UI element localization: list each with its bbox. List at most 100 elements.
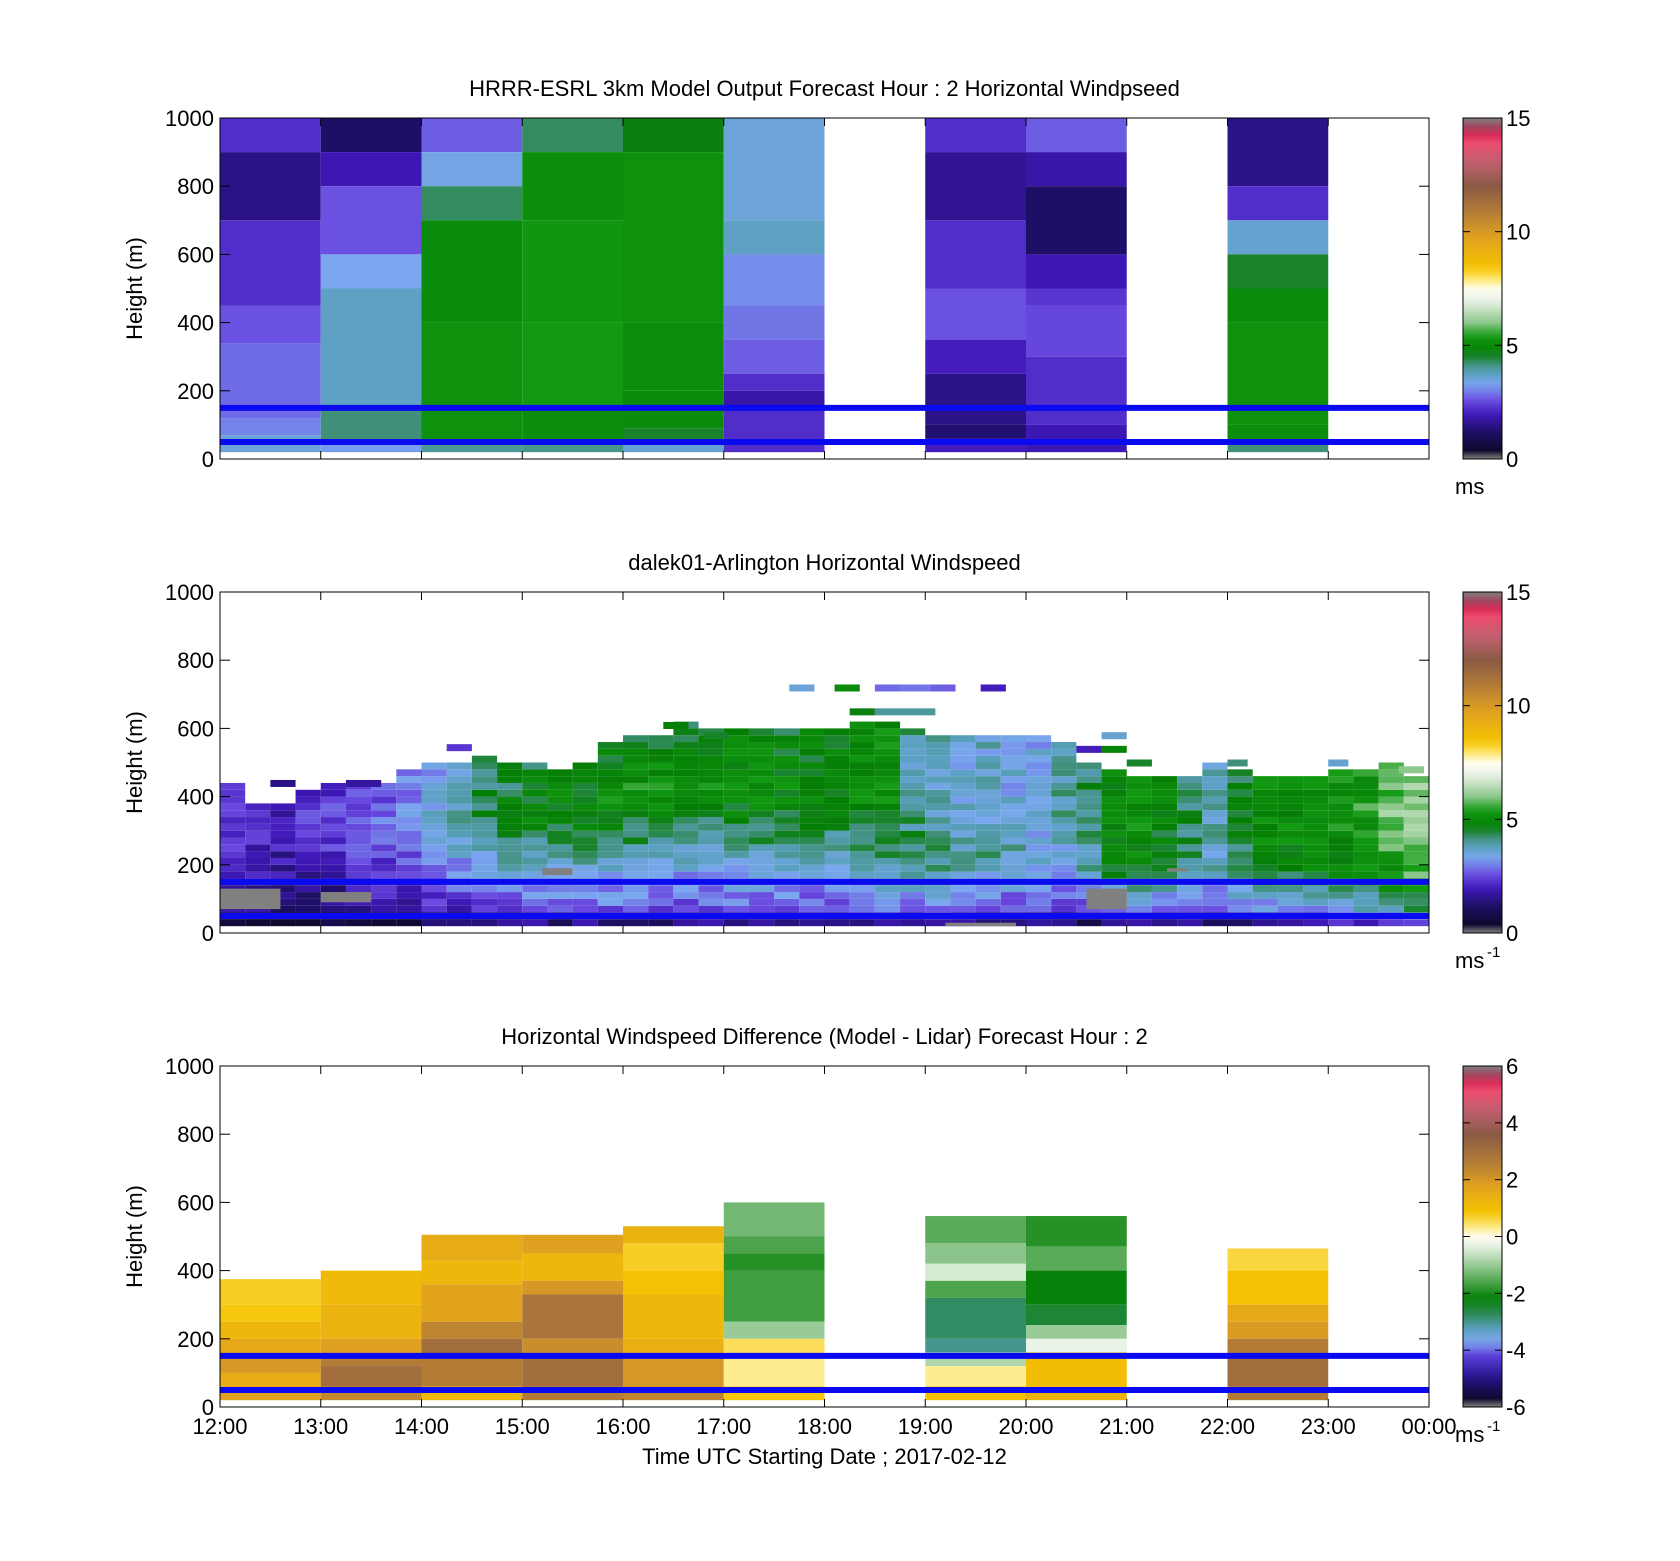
heatmap-cell bbox=[874, 789, 901, 797]
heatmap-cell bbox=[522, 857, 548, 865]
heatmap-cell bbox=[1000, 851, 1026, 858]
heatmap-cell bbox=[471, 837, 498, 845]
heatmap-cell bbox=[446, 892, 472, 899]
heatmap-cell bbox=[1403, 885, 1429, 893]
heatmap-cell bbox=[295, 837, 321, 845]
heatmap-cell bbox=[950, 782, 976, 790]
heatmap-cell bbox=[748, 837, 775, 845]
heatmap-cell bbox=[648, 905, 674, 913]
heatmap-cell bbox=[1076, 864, 1102, 872]
heatmap-cell bbox=[497, 803, 523, 811]
heatmap-cell bbox=[774, 905, 800, 913]
heatmap-cell bbox=[748, 762, 775, 770]
heatmap-cell bbox=[421, 905, 447, 913]
x-tick-label: 00:00 bbox=[1401, 1414, 1456, 1439]
heatmap-cell bbox=[396, 837, 422, 845]
heatmap-cell bbox=[1403, 823, 1429, 831]
y-axis-label: Height (m) bbox=[122, 1185, 147, 1288]
heatmap-cell bbox=[320, 871, 346, 879]
heatmap-cell bbox=[1101, 823, 1127, 831]
heatmap-cell bbox=[925, 1338, 1026, 1353]
heatmap-cell bbox=[1277, 871, 1304, 879]
heatmap-cell bbox=[975, 851, 1001, 858]
heatmap-cell bbox=[648, 885, 674, 893]
heatmap-cell bbox=[547, 817, 573, 824]
heatmap-cell bbox=[1000, 762, 1026, 770]
heatmap-cell bbox=[1026, 830, 1052, 838]
heatmap-cell bbox=[320, 441, 422, 453]
heatmap-cell bbox=[572, 871, 598, 879]
heatmap-cell bbox=[698, 898, 724, 906]
heatmap-cell bbox=[220, 844, 246, 852]
colorbar: -6 -4 -2 0 2 4 6 bbox=[1462, 1054, 1526, 1420]
heatmap-cell bbox=[748, 769, 775, 777]
heatmap-cell bbox=[748, 810, 775, 818]
heatmap-cell bbox=[1378, 885, 1404, 893]
heatmap-cell bbox=[1328, 857, 1354, 865]
heatmap-cell bbox=[497, 817, 523, 824]
heatmap-cell bbox=[1227, 905, 1253, 913]
heatmap-cell bbox=[522, 1234, 623, 1254]
heatmap-cell bbox=[950, 892, 976, 899]
heatmap-cell bbox=[824, 892, 850, 899]
heatmap-cell bbox=[1151, 796, 1178, 804]
heatmap-cell bbox=[522, 803, 548, 811]
heatmap-cell bbox=[547, 769, 573, 777]
heatmap-cell bbox=[673, 789, 699, 797]
heatmap-cell bbox=[1328, 776, 1354, 783]
heatmap-cell bbox=[547, 898, 573, 906]
heatmap-cell bbox=[1227, 844, 1253, 852]
heatmap-cell bbox=[925, 735, 951, 743]
heatmap-cell bbox=[1000, 735, 1026, 743]
heatmap-cell bbox=[950, 871, 976, 879]
heatmap-cell bbox=[572, 864, 598, 872]
heatmap-cell bbox=[1202, 851, 1228, 858]
heatmap-cell bbox=[1328, 803, 1354, 811]
heatmap-cell bbox=[748, 871, 775, 879]
heatmap-cell bbox=[547, 864, 573, 872]
heatmap-cell bbox=[774, 728, 800, 736]
heatmap-cell bbox=[597, 871, 623, 879]
heatmap-cell bbox=[1026, 735, 1052, 743]
heatmap-cell bbox=[1277, 837, 1304, 845]
heatmap-cell bbox=[1202, 803, 1228, 811]
heatmap-cell bbox=[421, 823, 447, 831]
heatmap-cell bbox=[703, 732, 729, 740]
heatmap-cell bbox=[345, 844, 372, 852]
heatmap-cell bbox=[799, 892, 825, 899]
heatmap-cell bbox=[1403, 919, 1429, 927]
heatmap-cell bbox=[1328, 851, 1354, 858]
heatmap-cell bbox=[1126, 823, 1152, 831]
heatmap-cell bbox=[623, 762, 649, 770]
heatmap-cell bbox=[799, 755, 825, 763]
heatmap-cell bbox=[723, 1236, 825, 1254]
heatmap-cell bbox=[1378, 769, 1404, 777]
heatmap-cell bbox=[421, 1260, 523, 1285]
heatmap-cell bbox=[925, 424, 1026, 439]
heatmap-cell bbox=[1151, 803, 1178, 811]
heatmap-cell bbox=[925, 755, 951, 763]
heatmap-cell bbox=[723, 1202, 825, 1237]
heatmap-cell bbox=[446, 851, 472, 858]
x-axis-label: Time UTC Starting Date ; 2017-02-12 bbox=[642, 1444, 1007, 1469]
heatmap-cell bbox=[421, 830, 447, 838]
heatmap-cell bbox=[1051, 905, 1077, 913]
heatmap-cell bbox=[1126, 892, 1152, 899]
heatmap-cell bbox=[698, 810, 724, 818]
heatmap-cell bbox=[774, 742, 800, 749]
heatmap-cell bbox=[471, 905, 498, 913]
heatmap-cell bbox=[1328, 810, 1354, 818]
heatmap-cell bbox=[1277, 823, 1304, 831]
heatmap-cell bbox=[371, 803, 397, 811]
heatmap-cell bbox=[1277, 851, 1304, 858]
heatmap-cell bbox=[1303, 857, 1329, 865]
panel-title: HRRR-ESRL 3km Model Output Forecast Hour… bbox=[469, 76, 1180, 101]
heatmap-cell bbox=[799, 769, 825, 777]
heatmap-cell bbox=[1076, 851, 1102, 858]
heatmap-cell bbox=[623, 844, 649, 852]
heatmap-cell bbox=[799, 742, 825, 749]
heatmap-cell bbox=[1101, 769, 1127, 777]
heatmap-cell bbox=[1126, 905, 1152, 913]
heatmap-cell bbox=[1227, 782, 1253, 790]
heatmap-cell bbox=[874, 823, 901, 831]
